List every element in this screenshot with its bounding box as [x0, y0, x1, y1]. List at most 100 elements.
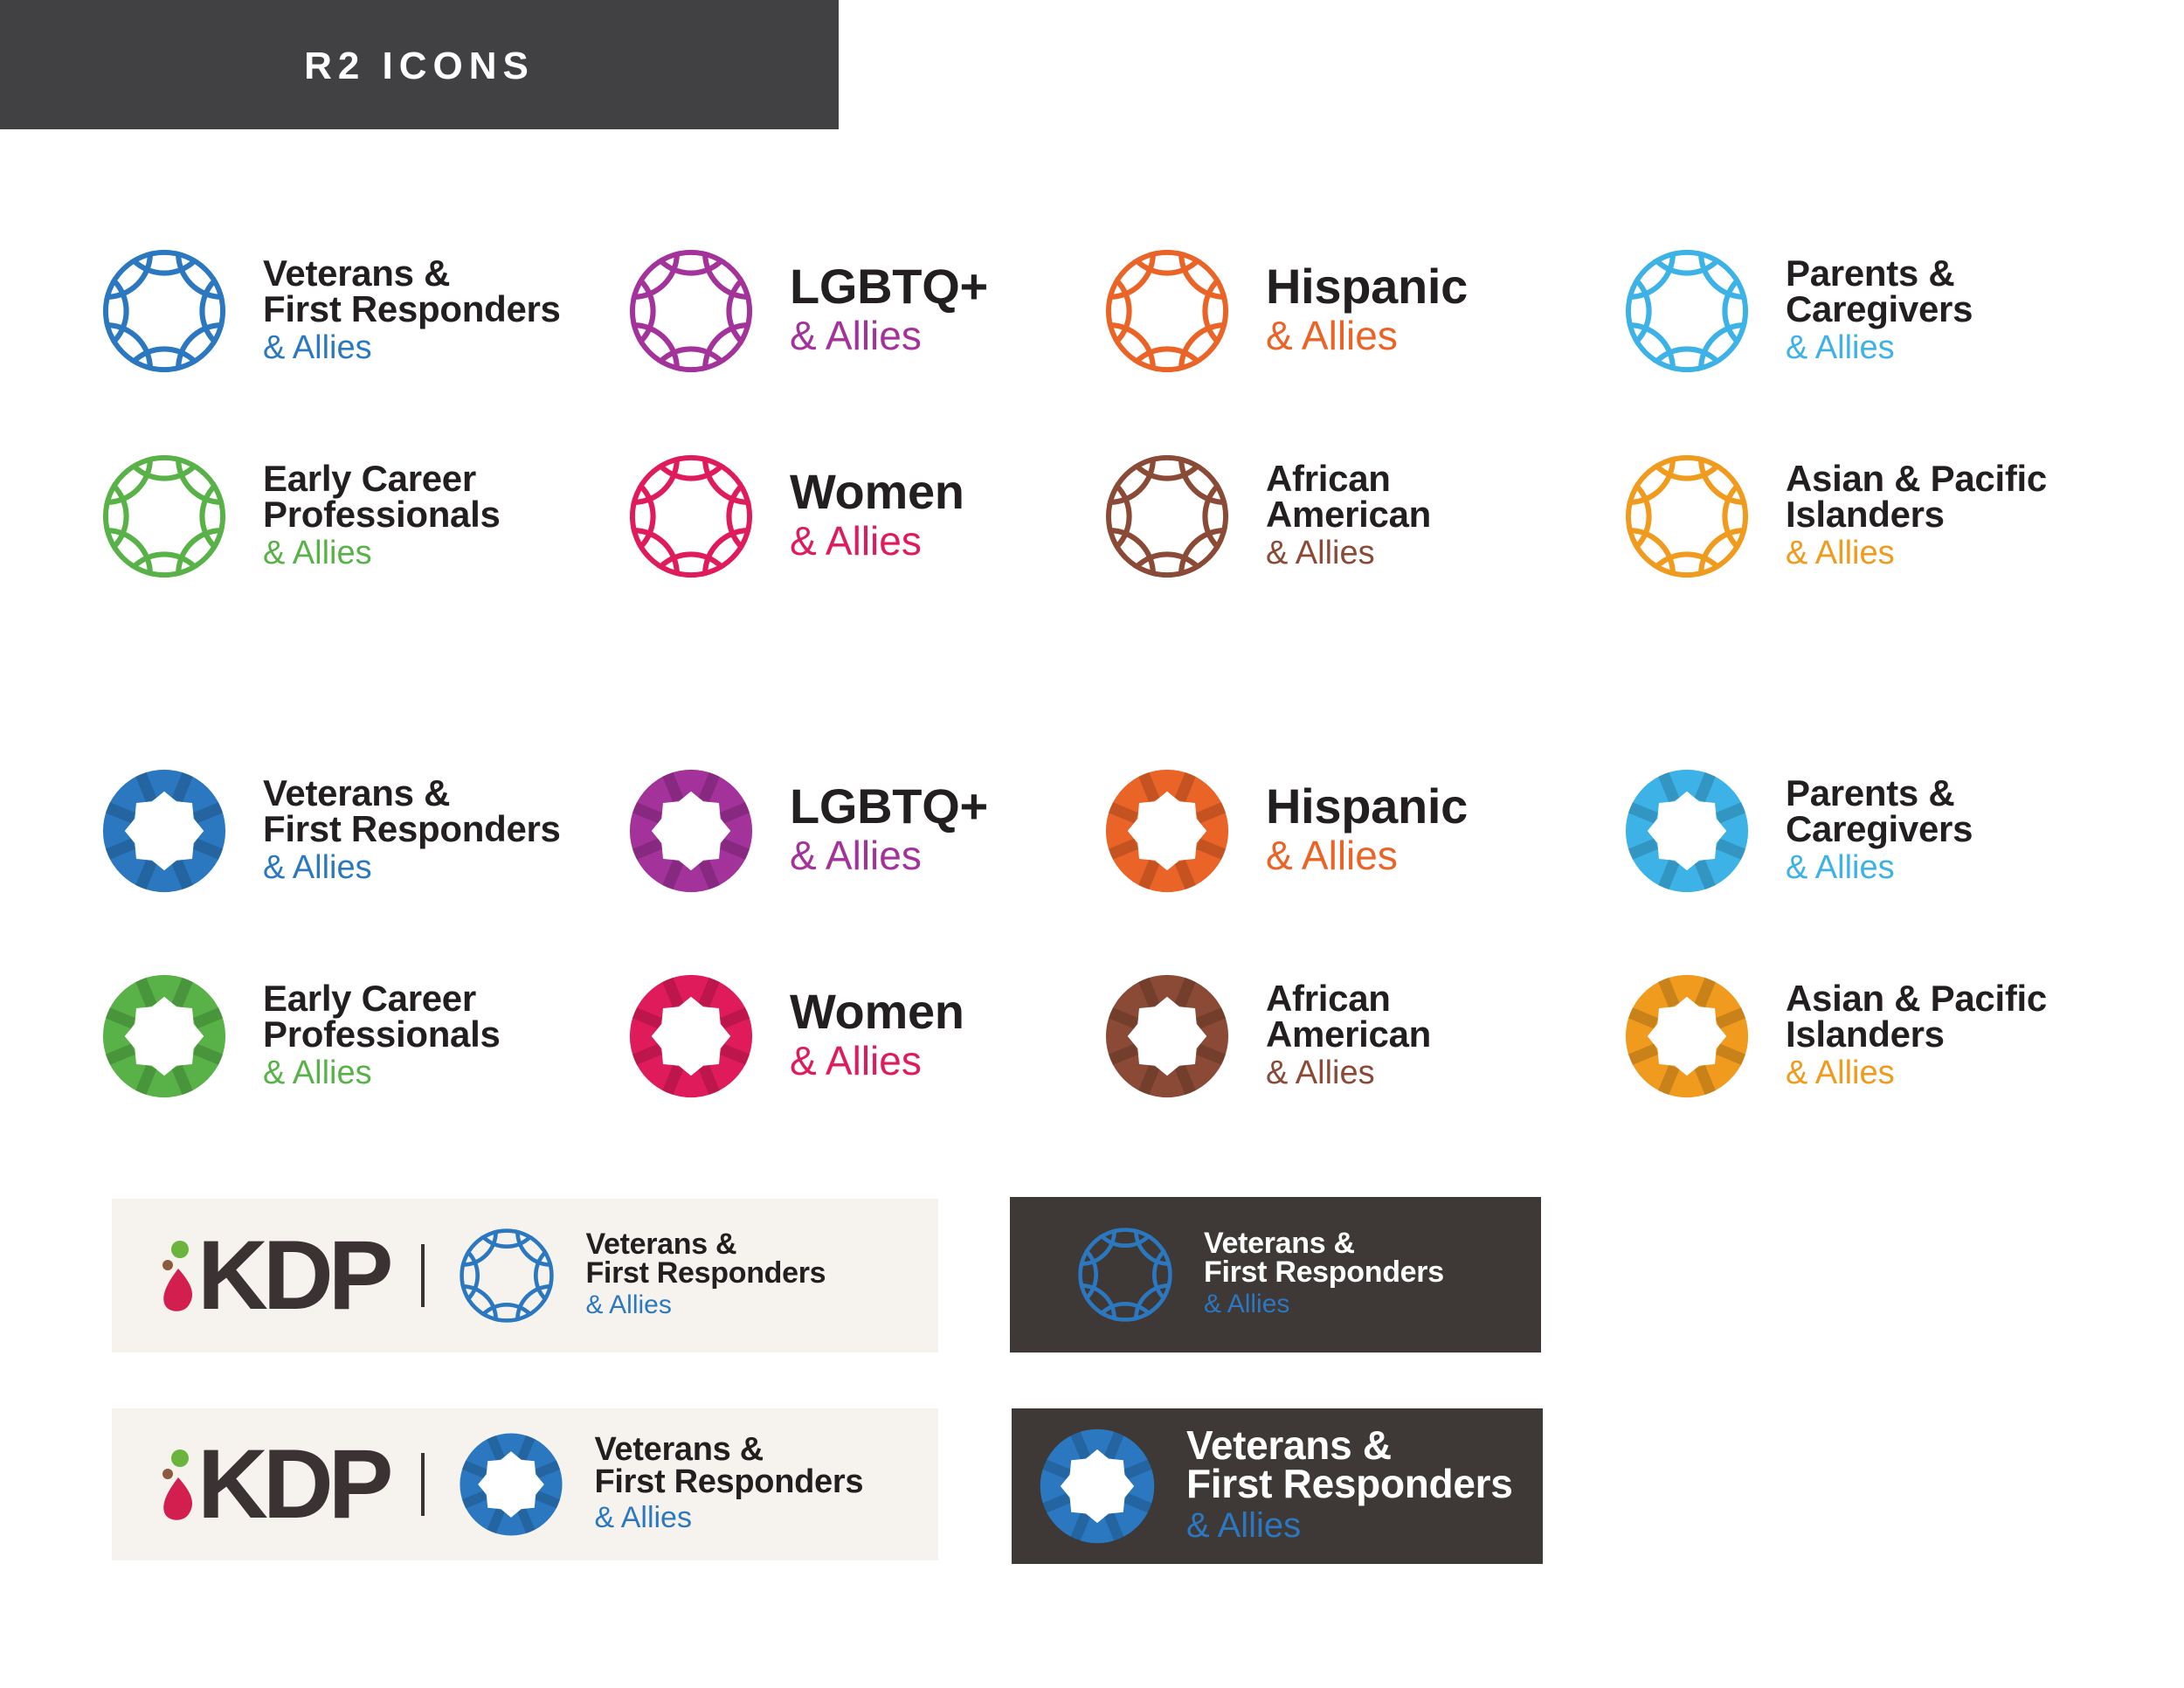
logo-wordmark: Early Career Professionals & Allies [263, 980, 501, 1092]
logo-wordmark: Early Career Professionals & Allies [263, 460, 501, 572]
allies-label: & Allies [1204, 1290, 1290, 1318]
logo-wordmark: Parents & Caregivers & Allies [1786, 775, 1973, 887]
allies-label: & Allies [1266, 535, 1375, 571]
logo-outline-women: Women & Allies [627, 453, 964, 580]
globe-lattice-icon [460, 1228, 555, 1323]
logo-solid-african-american: African American & Allies [1103, 972, 1431, 1100]
logo-outline-hispanic: Hispanic & Allies [1103, 247, 1468, 375]
ring-star-icon [629, 769, 753, 893]
group-name-line: African [1266, 978, 1391, 1019]
group-name-line: Veterans & [263, 772, 451, 813]
group-name-line: LGBTQ+ [790, 778, 988, 834]
globe-lattice-icon [1105, 454, 1229, 578]
group-name-line: American [1266, 494, 1432, 535]
logo-wordmark: Women & Allies [790, 987, 964, 1085]
group-name-line: Caregivers [1786, 288, 1973, 329]
kdp-logo-icon: KDP [159, 1221, 393, 1330]
logo-wordmark: Hispanic & Allies [1266, 782, 1468, 880]
group-name-line: First Responders [594, 1463, 864, 1500]
group-name-line: Women [790, 464, 964, 519]
ring-star-icon [102, 769, 226, 893]
logo-outline-early-career-professionals: Early Career Professionals & Allies [100, 453, 501, 580]
lockup-divider [421, 1244, 425, 1307]
logo-wordmark: Veterans & First Responders & Allies [263, 255, 561, 367]
logo-wordmark: Veterans & First Responders & Allies [1186, 1425, 1513, 1546]
allies-label: & Allies [790, 1038, 922, 1083]
globe-lattice-icon [1078, 1228, 1172, 1322]
group-name-line: First Responders [263, 288, 561, 329]
allies-label: & Allies [790, 313, 922, 358]
logo-outline-parents-and-caregivers: Parents & Caregivers & Allies [1623, 247, 1973, 375]
logo-wordmark: Veterans & First Responders & Allies [585, 1229, 826, 1321]
group-name-line: Veterans & [1204, 1227, 1355, 1260]
logo-outline-lgbtqplus: LGBTQ+ & Allies [627, 247, 988, 375]
group-name-line: First Responders [1186, 1461, 1513, 1506]
group-name-line: First Responders [1204, 1256, 1444, 1289]
group-name-line: Parents & [1786, 772, 1955, 813]
allies-label: & Allies [1786, 849, 1895, 886]
ring-star-icon [460, 1433, 563, 1536]
globe-lattice-icon [629, 454, 753, 578]
group-name-line: Early Career [263, 978, 476, 1019]
allies-label: & Allies [1186, 1506, 1302, 1545]
logo-wordmark: Parents & Caregivers & Allies [1786, 255, 1973, 367]
group-name-line: Hispanic [1266, 778, 1469, 834]
allies-label: & Allies [1266, 1055, 1375, 1091]
ring-star-icon [629, 974, 753, 1098]
logo-wordmark: LGBTQ+ & Allies [790, 782, 988, 880]
logo-wordmark: Asian & Pacific Islanders & Allies [1786, 980, 2047, 1092]
group-name-line: Veterans & [263, 253, 451, 294]
allies-label: & Allies [790, 833, 922, 878]
logo-outline-african-american: African American & Allies [1103, 453, 1431, 580]
logo-wordmark: Hispanic & Allies [1266, 262, 1468, 360]
page-title: R2 ICONS [304, 45, 535, 87]
ring-star-icon [1625, 769, 1749, 893]
logo-solid-asian-and-pacific-islanders: Asian & Pacific Islanders & Allies [1623, 972, 2047, 1100]
group-name-line: Islanders [1786, 494, 1945, 535]
logo-solid-parents-and-caregivers: Parents & Caregivers & Allies [1623, 767, 1973, 895]
logo-wordmark: Women & Allies [790, 467, 964, 565]
lockup-panel-light-solid: KDP Veterans & First Responders & Allies [112, 1408, 938, 1560]
group-name-line: First Responders [585, 1256, 826, 1290]
group-name-line: American [1266, 1013, 1432, 1055]
logo-wordmark: Asian & Pacific Islanders & Allies [1786, 460, 2047, 572]
kdp-wordmark: KDP [197, 1429, 393, 1539]
group-name-line: Professionals [263, 494, 501, 535]
kdp-drop-icon [162, 1241, 192, 1311]
group-name-line: Early Career [263, 458, 476, 499]
allies-label: & Allies [263, 849, 372, 886]
kdp-wordmark: KDP [197, 1221, 393, 1330]
globe-lattice-icon [1625, 454, 1749, 578]
header-bar: R2 ICONS [0, 0, 839, 129]
globe-lattice-icon [102, 454, 226, 578]
logo-outline-veterans-and-first-responders: Veterans & First Responders & Allies [100, 247, 561, 375]
allies-label: & Allies [1786, 329, 1895, 366]
logo-solid-lgbtqplus: LGBTQ+ & Allies [627, 767, 988, 895]
globe-lattice-icon [1625, 249, 1749, 373]
logo-outline-asian-and-pacific-islanders: Asian & Pacific Islanders & Allies [1623, 453, 2047, 580]
ring-star-icon [1040, 1429, 1155, 1544]
logo-wordmark: LGBTQ+ & Allies [790, 262, 988, 360]
kdp-drop-icon [162, 1449, 192, 1520]
lockup-divider [421, 1453, 425, 1516]
group-name-line: Women [790, 984, 964, 1039]
allies-label: & Allies [263, 1055, 372, 1091]
globe-lattice-icon [1105, 249, 1229, 373]
allies-label: & Allies [585, 1290, 672, 1319]
logo-wordmark: African American & Allies [1266, 980, 1431, 1092]
ring-star-icon [1105, 769, 1229, 893]
group-name-line: Islanders [1786, 1013, 1945, 1055]
lockup-panel-light-outline: KDP Veterans & First Responders & Allies [112, 1199, 938, 1352]
allies-label: & Allies [263, 329, 372, 366]
group-name-line: Professionals [263, 1013, 501, 1055]
logo-wordmark: Veterans & First Responders & Allies [594, 1433, 864, 1535]
globe-lattice-icon [629, 249, 753, 373]
group-name-line: Asian & Pacific [1786, 458, 2047, 499]
logo-solid-early-career-professionals: Early Career Professionals & Allies [100, 972, 501, 1100]
allies-label: & Allies [790, 518, 922, 564]
allies-label: & Allies [1266, 313, 1398, 358]
logo-solid-hispanic: Hispanic & Allies [1103, 767, 1468, 895]
allies-label: & Allies [1266, 833, 1398, 878]
lockup-panel-dark-outline: Veterans & First Responders & Allies [1010, 1197, 1541, 1352]
